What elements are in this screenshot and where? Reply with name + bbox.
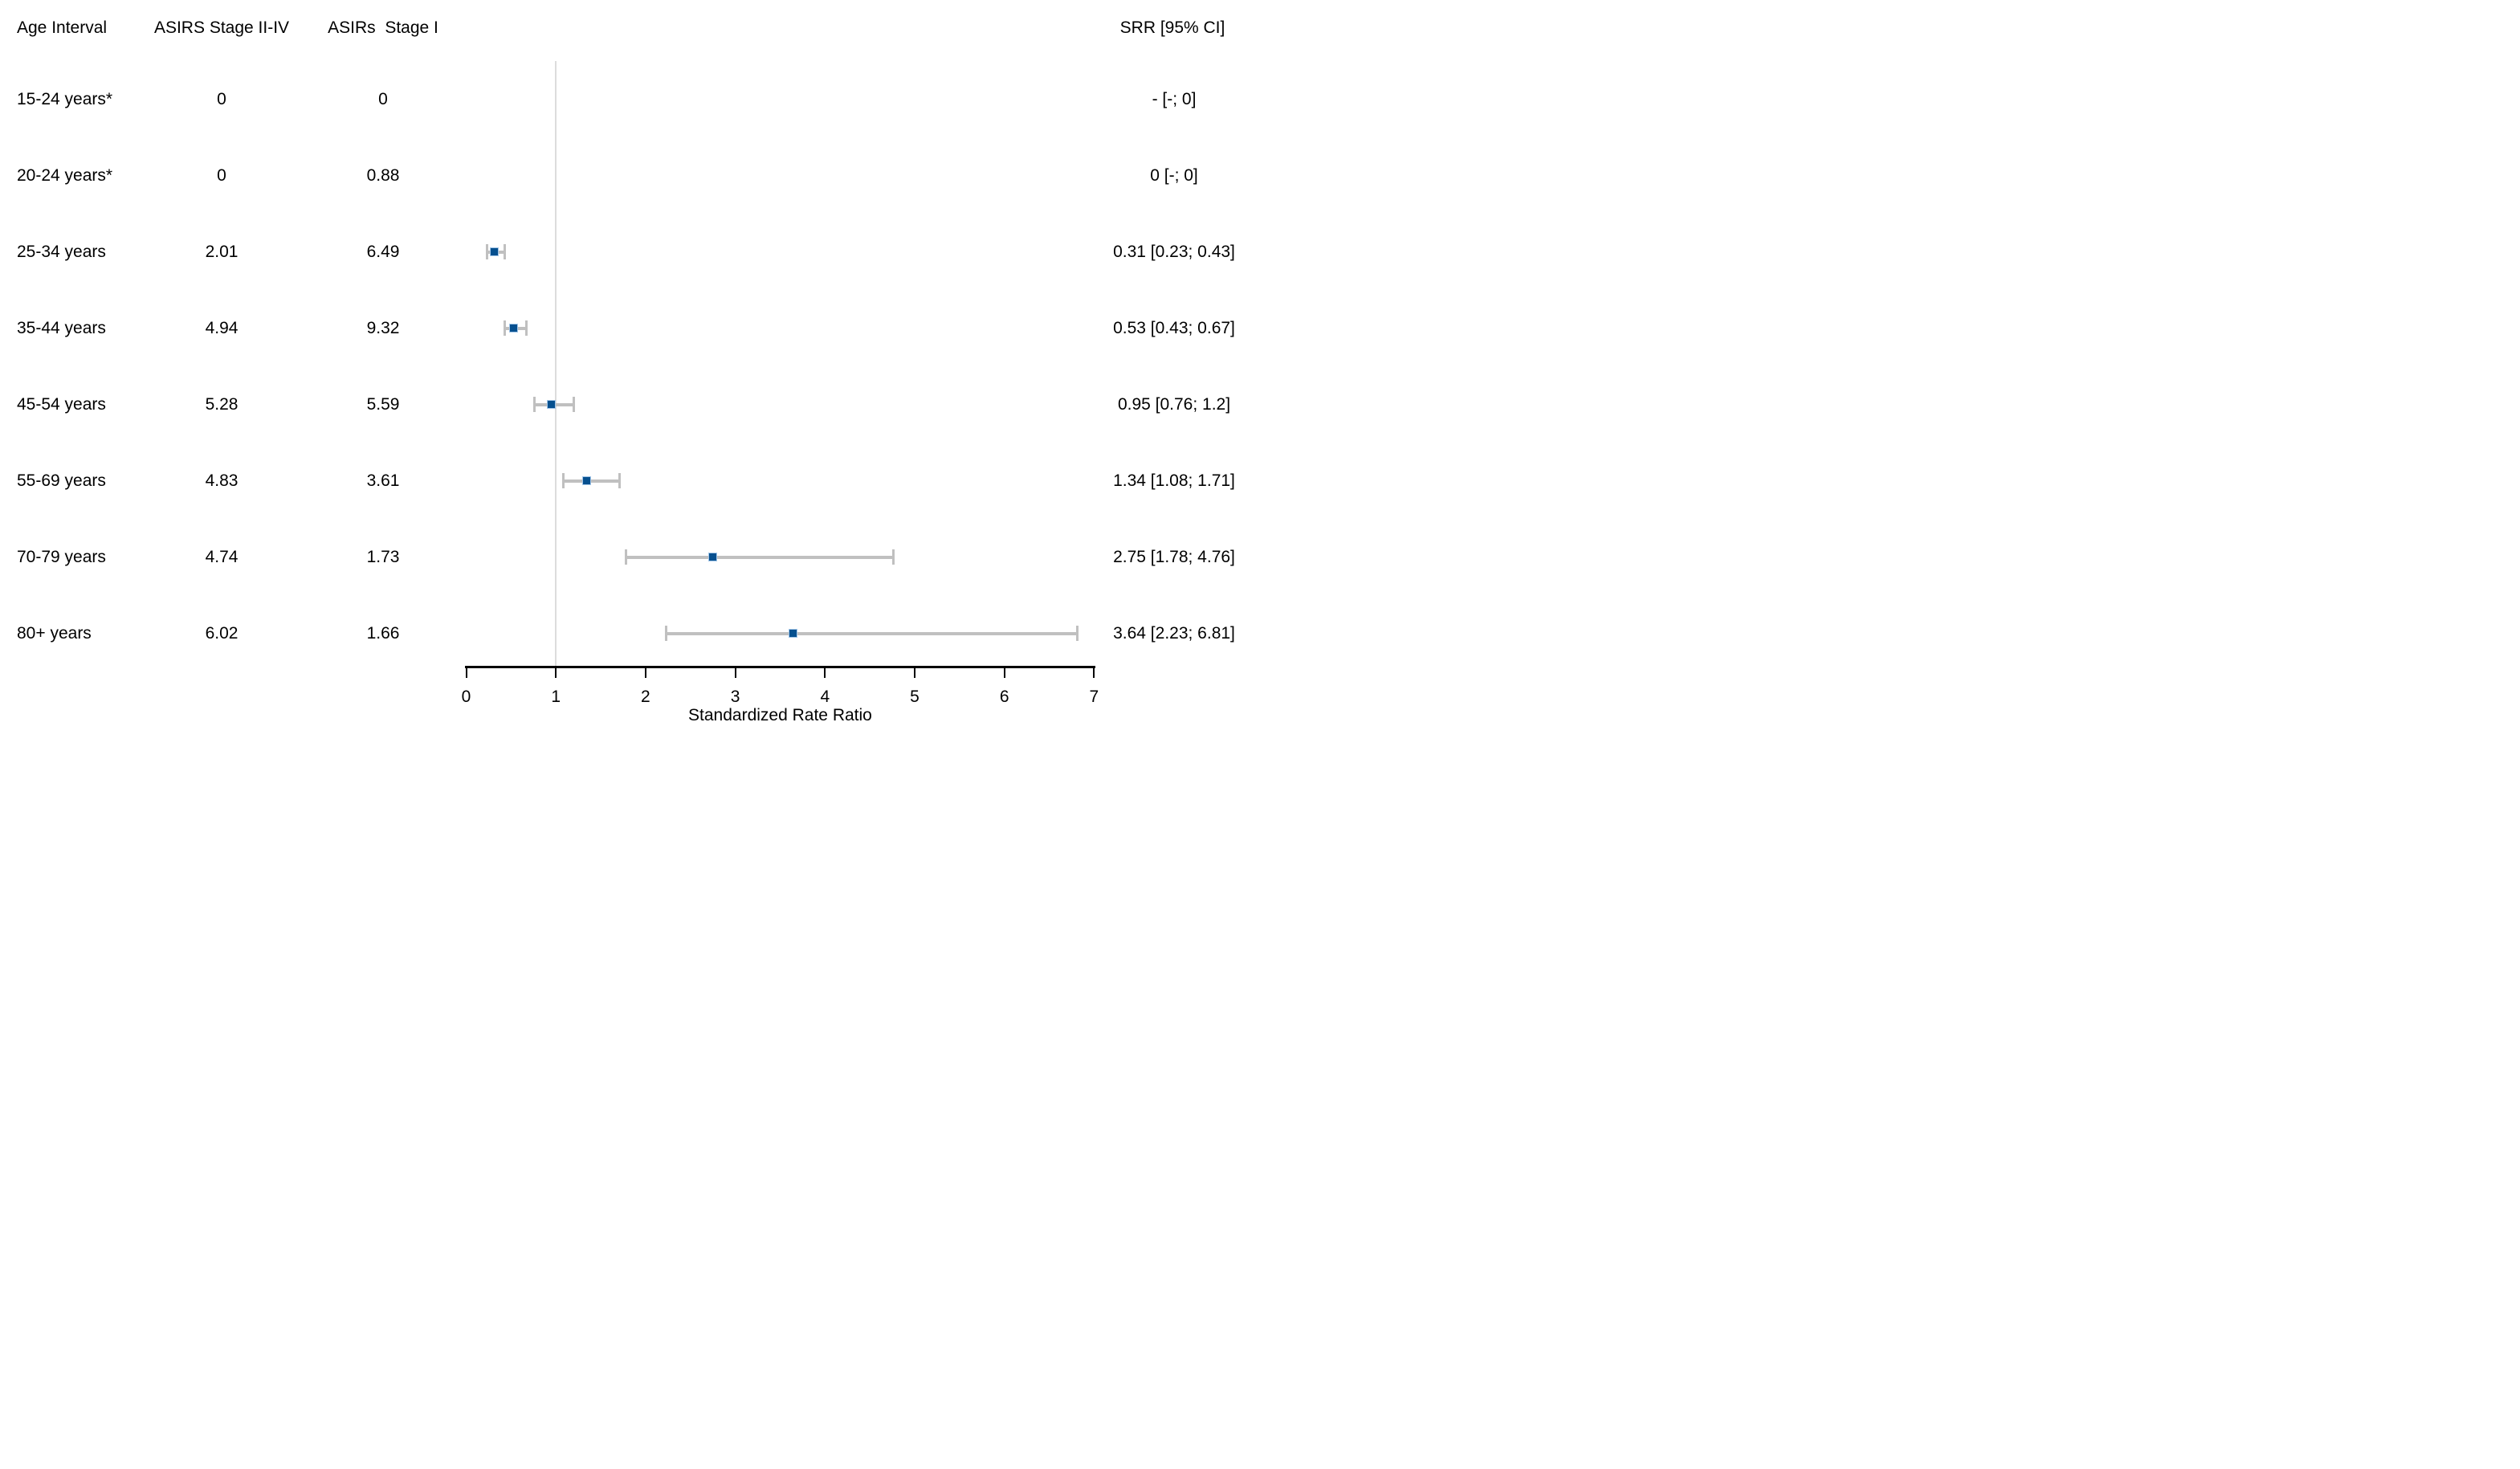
asirs-stage-ii-iv-value: 6.02 <box>205 623 239 643</box>
row-label-age-interval: 70-79 years <box>17 547 106 566</box>
x-axis-tick <box>1093 667 1095 678</box>
ci-bar <box>563 479 620 483</box>
srr-ci-value: 0.31 [0.23; 0.43] <box>1113 242 1235 261</box>
x-axis-tick <box>1003 667 1005 678</box>
x-axis-tick-label: 4 <box>820 688 830 706</box>
srr-ci-value: 0.95 [0.76; 1.2] <box>1117 394 1231 414</box>
column-header-srr-95-ci: SRR [95% CI] <box>1119 18 1225 37</box>
row-label-age-interval: 80+ years <box>17 623 92 643</box>
asirs-stage-i-value: 0 <box>378 89 388 108</box>
asirs-stage-i-value: 1.66 <box>366 623 400 643</box>
point-marker <box>489 247 499 256</box>
ci-cap-lower <box>504 320 507 336</box>
reference-line-srr-1 <box>555 61 557 667</box>
row-label-age-interval: 25-34 years <box>17 242 106 261</box>
x-axis-tick <box>734 667 736 678</box>
ci-bar <box>666 631 1078 635</box>
ci-cap-upper <box>573 397 576 412</box>
asirs-stage-i-value: 1.73 <box>366 547 400 566</box>
point-marker <box>708 553 718 561</box>
ci-cap-lower <box>561 473 565 488</box>
row-label-age-interval: 55-69 years <box>17 471 106 490</box>
srr-ci-value: 2.75 [1.78; 4.76] <box>1113 547 1235 566</box>
asirs-stage-i-value: 9.32 <box>366 318 400 337</box>
srr-ci-value: 3.64 [2.23; 6.81] <box>1113 623 1235 643</box>
x-axis-tick-label: 7 <box>1089 688 1099 706</box>
srr-ci-value: - [-; 0] <box>1152 89 1197 108</box>
x-axis-tick-label: 0 <box>461 688 471 706</box>
asirs-stage-i-value: 6.49 <box>366 242 400 261</box>
asirs-stage-ii-iv-value: 5.28 <box>205 394 239 414</box>
row-label-age-interval: 35-44 years <box>17 318 106 337</box>
x-axis-tick <box>465 667 467 678</box>
asirs-stage-ii-iv-value: 4.74 <box>205 547 239 566</box>
srr-ci-value: 1.34 [1.08; 1.71] <box>1113 471 1235 490</box>
row-label-age-interval: 20-24 years* <box>17 165 113 185</box>
point-marker <box>509 324 519 333</box>
ci-cap-lower <box>532 397 536 412</box>
ci-cap-upper <box>891 549 895 565</box>
column-header-asirs-stage-ii-iv: ASIRS Stage II-IV <box>153 18 290 37</box>
point-marker <box>581 476 591 485</box>
asirs-stage-i-value: 5.59 <box>366 394 400 414</box>
x-axis-tick-label: 5 <box>910 688 920 706</box>
point-marker <box>547 400 557 409</box>
srr-ci-value: 0.53 [0.43; 0.67] <box>1113 318 1235 337</box>
row-label-age-interval: 45-54 years <box>17 394 106 414</box>
x-axis-tick <box>644 667 646 678</box>
ci-cap-upper <box>524 320 528 336</box>
column-header-age-interval: Age Interval <box>17 18 108 37</box>
asirs-stage-i-value: 3.61 <box>366 471 400 490</box>
ci-bar <box>626 555 894 559</box>
x-axis-tick <box>824 667 826 678</box>
asirs-stage-i-value: 0.88 <box>366 165 400 185</box>
ci-cap-lower <box>624 549 627 565</box>
x-axis-tick-label: 6 <box>999 688 1009 706</box>
asirs-stage-ii-iv-value: 4.94 <box>205 318 239 337</box>
point-marker <box>788 629 797 638</box>
ci-cap-upper <box>504 244 507 259</box>
ci-cap-lower <box>485 244 488 259</box>
ci-cap-upper <box>1075 626 1079 641</box>
asirs-stage-ii-iv-value: 0 <box>217 165 226 185</box>
ci-cap-upper <box>618 473 621 488</box>
srr-ci-value: 0 [-; 0] <box>1150 165 1198 185</box>
x-axis-tick-label: 2 <box>641 688 650 706</box>
x-axis-tick-label: 3 <box>730 688 740 706</box>
x-axis-title: Standardized Rate Ratio <box>688 706 872 724</box>
ci-cap-lower <box>665 626 668 641</box>
x-axis-tick-label: 1 <box>551 688 561 706</box>
column-header-asirs-stage-i: ASIRs Stage I <box>328 18 438 37</box>
x-axis-tick <box>914 667 915 678</box>
x-axis-tick <box>555 667 557 678</box>
asirs-stage-ii-iv-value: 0 <box>217 89 226 108</box>
x-axis-line <box>464 665 1096 668</box>
forest-plot-figure: Age Interval ASIRS Stage II-IV ASIRs Sta… <box>0 0 1260 735</box>
row-label-age-interval: 15-24 years* <box>17 89 113 108</box>
asirs-stage-ii-iv-value: 2.01 <box>205 242 239 261</box>
asirs-stage-ii-iv-value: 4.83 <box>205 471 239 490</box>
